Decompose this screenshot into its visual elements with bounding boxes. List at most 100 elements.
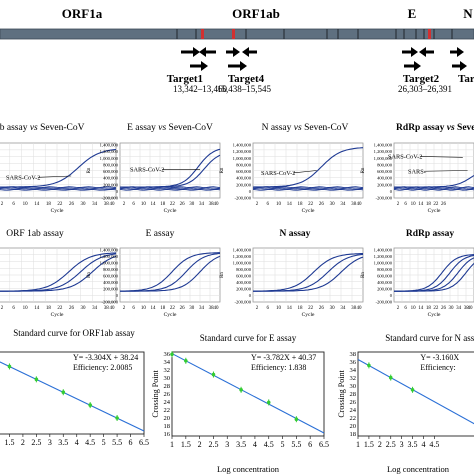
y-tick-label: 30 <box>164 375 171 382</box>
x-tick-label: 2 <box>256 306 259 311</box>
y-tick-label: 1,000,000 <box>100 156 119 162</box>
x-axis-label: Log concentration <box>217 464 280 474</box>
series-label: SARS-CoV-2 <box>261 170 295 177</box>
efficiency-label: Efficiency: 2.0085 <box>73 363 132 372</box>
standard-curve-chart-2: Standard curve for E assay Y= -3.782X + 4… <box>151 333 329 474</box>
y-tick-label: 30 <box>350 383 357 390</box>
y-tick-label: 1,000,000 <box>374 261 393 267</box>
y-tick-label: -200,000 <box>102 196 119 202</box>
y-tick-label: 22 <box>350 415 357 422</box>
y-tick-label: 400,000 <box>236 176 252 182</box>
target2-range: 26,303–26,391 <box>398 84 452 94</box>
x-tick-label: 2 <box>397 306 400 311</box>
x-tick-label: 3 <box>48 438 52 447</box>
x-tick-label: 6 <box>404 202 407 207</box>
x-tick-label: 10 <box>276 202 282 207</box>
x-tick-label: 30 <box>449 306 455 311</box>
series-line-negative <box>120 188 220 191</box>
efficiency-label: Efficiency: <box>420 363 455 372</box>
chart-title: Standard curve for E assay <box>200 333 297 343</box>
x-tick-label: 10 <box>276 306 282 311</box>
gene-label-n: N <box>463 6 473 21</box>
plot-frame <box>0 351 145 435</box>
y-axis-label: Rn <box>220 272 225 278</box>
chart-title-part: RdRp assay <box>396 123 447 133</box>
x-axis-label: Log concentration <box>387 464 450 474</box>
x-tick-label: 26 <box>441 306 447 311</box>
series-line-negative <box>0 188 116 191</box>
y-tick-label: 32 <box>164 367 171 374</box>
x-tick-label: 26 <box>180 306 186 311</box>
data-point <box>211 372 216 377</box>
x-tick-label: 38 <box>209 306 215 311</box>
x-tick-label: 18 <box>297 306 303 311</box>
x-tick-label: 30 <box>189 306 195 311</box>
x-tick-label: 40 <box>110 202 116 207</box>
y-tick-label: 600,000 <box>377 274 393 280</box>
x-tick-label: 14 <box>151 306 157 311</box>
x-tick-label: 1.5 <box>364 440 374 449</box>
standard-curve-chart-1: Standard curve for ORF1ab assay Y= -3.304… <box>0 328 149 447</box>
x-tick-label: 2.5 <box>208 440 218 449</box>
x-tick-label: 2 <box>198 440 202 449</box>
chart-title: E assay <box>146 229 175 239</box>
y-tick-label: 800,000 <box>377 267 393 273</box>
x-tick-label: 6 <box>132 202 135 207</box>
chart-title: N assay vs Seven-CoV <box>262 123 349 133</box>
x-tick-label: 22 <box>433 306 439 311</box>
y-tick-label: 400,000 <box>103 280 119 286</box>
series-label: SARS- <box>408 168 426 175</box>
y-tick-label: 1,400,000 <box>233 143 252 149</box>
chart-title-part: ab assay <box>0 123 30 133</box>
x-tick-label: 26 <box>319 306 325 311</box>
series-line-amplification <box>0 148 117 188</box>
y-tick-label: 200,000 <box>377 287 393 293</box>
x-tick-label: 3 <box>225 440 229 449</box>
x-tick-label: 2 <box>1 202 4 207</box>
series-leader <box>37 175 72 178</box>
y-tick-label: 400,000 <box>377 176 393 182</box>
y-tick-label: -200,000 <box>376 196 393 202</box>
y-tick-label: 1,200,000 <box>100 254 119 260</box>
x-tick-label: 26 <box>69 306 75 311</box>
x-tick-label: 4 <box>75 438 79 447</box>
efficiency-label: Efficiency: 1.838 <box>251 363 306 372</box>
y-tick-label: 800,000 <box>103 267 119 273</box>
series-line-amplification <box>394 175 474 188</box>
target2-locus <box>428 29 431 39</box>
x-tick-label: 3.5 <box>58 438 68 447</box>
x-tick-label: 14 <box>418 202 424 207</box>
plot-frame <box>357 351 474 437</box>
target2-primer-arrows <box>402 47 467 71</box>
x-tick-label: 14 <box>287 202 293 207</box>
equation-label: Y= -3.782X + 40.37 <box>251 353 316 362</box>
x-tick-label: 10 <box>23 306 29 311</box>
x-tick-label: 40 <box>357 306 363 311</box>
x-tick-label: 14 <box>34 306 40 311</box>
equation-label: Y= -3.304X + 38.24 <box>73 353 138 362</box>
y-tick-label: 1,400,000 <box>100 143 119 149</box>
y-tick-label: 24 <box>164 399 171 406</box>
y-axis-label: Rn <box>87 272 92 278</box>
data-point <box>410 388 415 392</box>
target1-primer-arrows <box>181 47 216 71</box>
x-tick-label: 6 <box>129 438 133 447</box>
series-line-amplification <box>394 263 474 292</box>
x-tick-label: 10 <box>141 202 147 207</box>
x-tick-label: 3.5 <box>408 440 418 449</box>
x-tick-label: 14 <box>34 202 40 207</box>
x-tick-label: 38 <box>351 306 357 311</box>
y-axis-label: Rn <box>87 167 92 173</box>
x-tick-label: 18 <box>160 306 166 311</box>
x-tick-label: 18 <box>426 306 432 311</box>
target4-label: Target4 <box>228 73 265 85</box>
x-tick-label: 4 <box>421 440 425 449</box>
series-label: SARS-CoV-2 <box>6 174 40 181</box>
y-tick-label: 1,000,000 <box>233 156 252 162</box>
y-tick-label: 1,200,000 <box>233 254 252 260</box>
y-tick-label: 0 <box>390 293 393 298</box>
x-tick-label: 2 <box>378 440 382 449</box>
x-tick-label: 26 <box>180 202 186 207</box>
